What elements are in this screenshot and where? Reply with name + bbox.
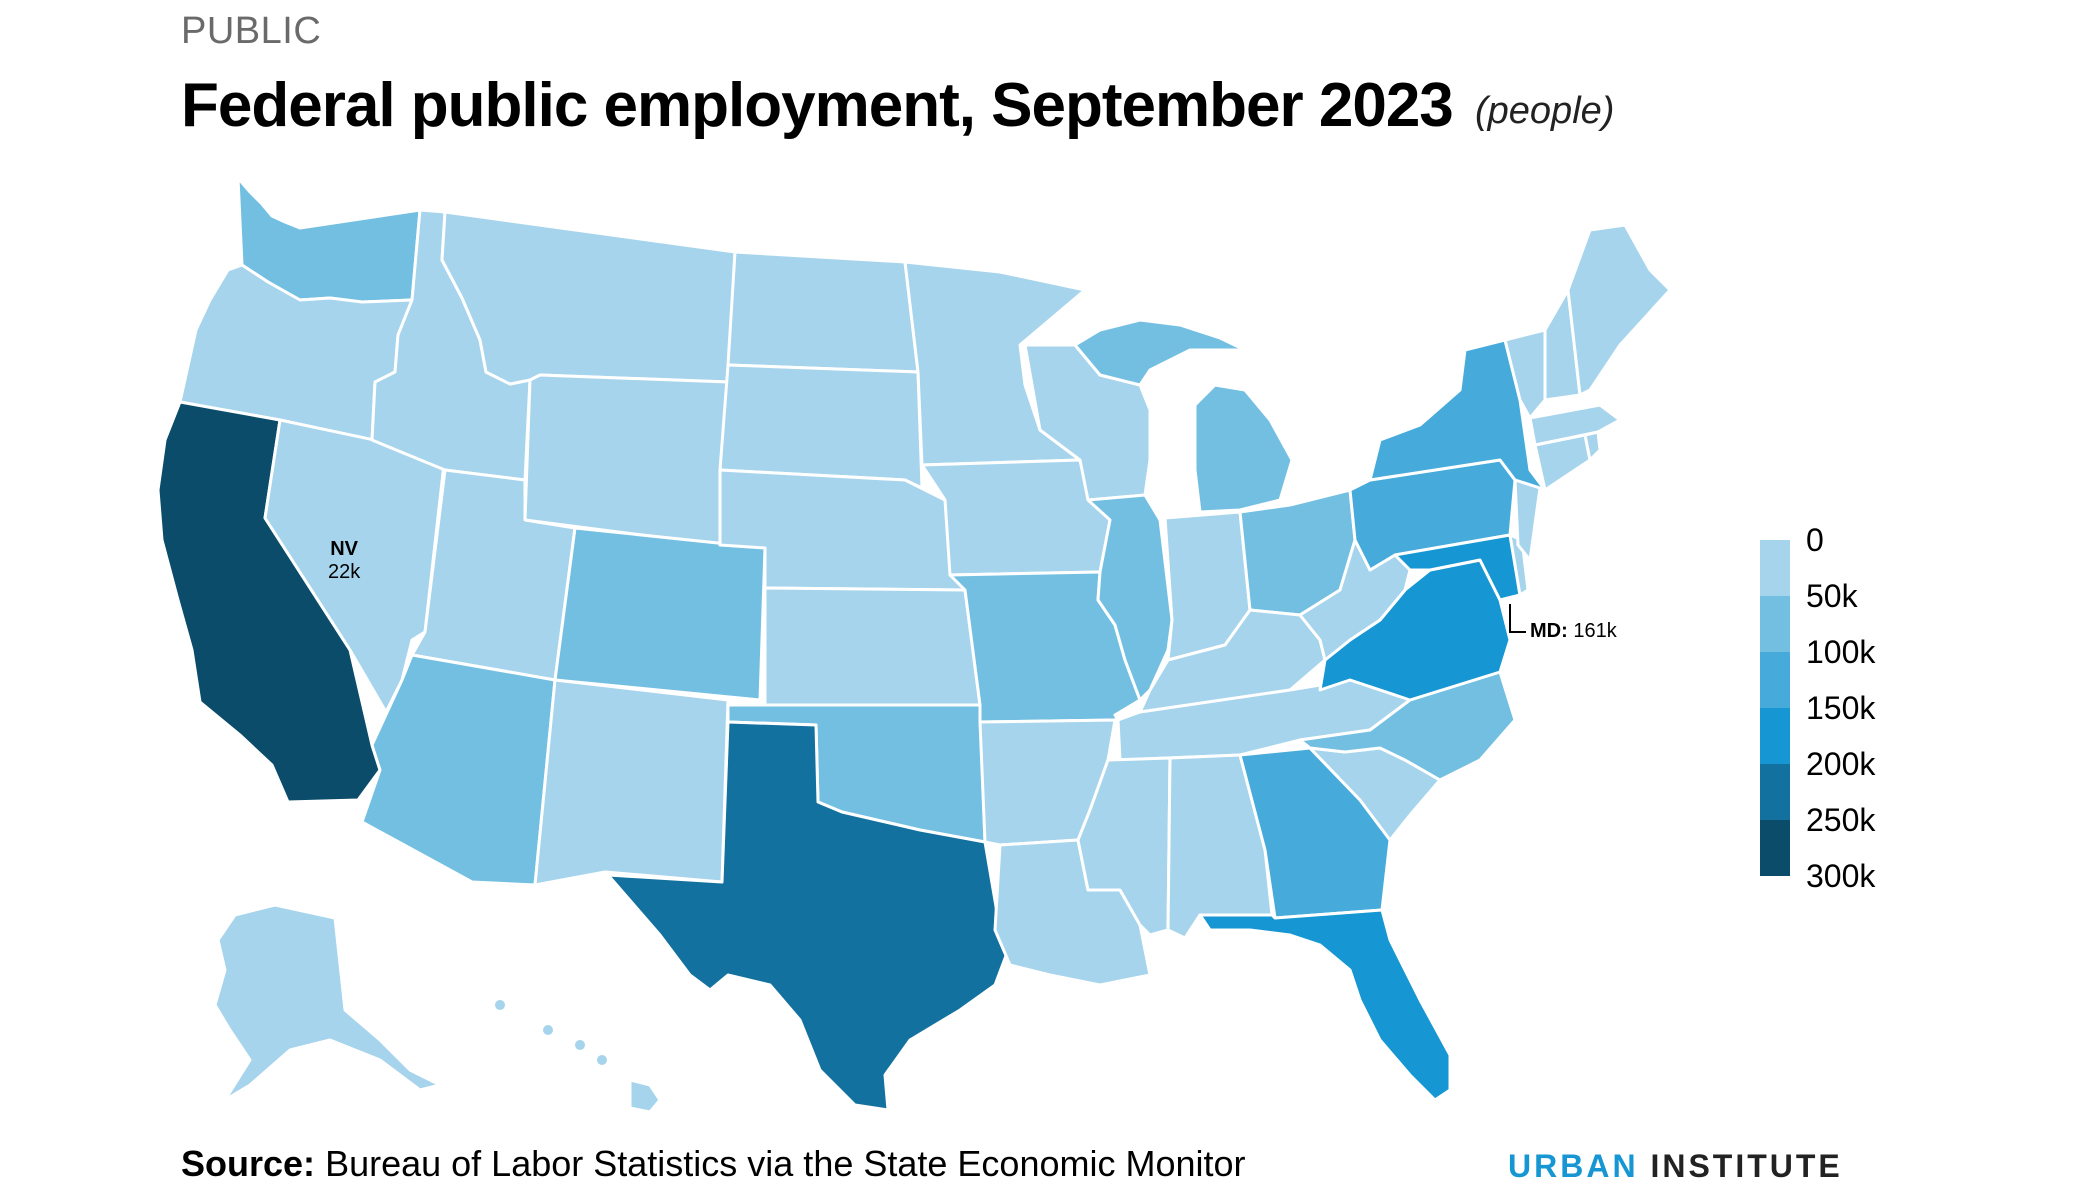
state-nd [726, 250, 920, 374]
source-text: Bureau of Labor Statistics via the State… [325, 1143, 1246, 1184]
legend-swatch-3 [1760, 708, 1790, 764]
nv-value-label: 22k [328, 561, 361, 583]
state-mi-lp [1193, 383, 1294, 514]
legend-tick: 250k [1806, 802, 1876, 838]
brand-institute: INSTITUTE [1650, 1148, 1843, 1184]
state-ma [1528, 403, 1622, 447]
legend-tick: 300k [1806, 858, 1876, 894]
md-annotation: MD: 161k [1530, 620, 1617, 643]
state-wy [523, 373, 730, 547]
state-nm [533, 678, 730, 887]
hawaii-small-islands [495, 1000, 607, 1065]
md-callout-leader [1509, 604, 1526, 633]
chart-title: Federal public employment, September 202… [181, 71, 1454, 140]
state-ak [213, 903, 442, 1102]
legend-tick: 150k [1806, 690, 1876, 726]
brand-logo: URBAN INSTITUTE [1508, 1148, 1843, 1185]
nv-annotation: NV 22k [328, 538, 360, 584]
legend-swatch-1 [1760, 596, 1790, 652]
state-mn [903, 260, 1087, 467]
legend-swatch-4 [1760, 764, 1790, 820]
state-fl [1198, 908, 1452, 1102]
state-tx [606, 720, 1012, 1112]
state-mt [440, 210, 737, 386]
state-hi [628, 1078, 662, 1114]
legend-swatch-2 [1760, 652, 1790, 708]
legend-tick: 200k [1806, 746, 1876, 782]
source-note: Source: Bureau of Labor Statistics via t… [181, 1143, 1246, 1185]
md-state-label: MD: [1530, 620, 1568, 642]
state-nj [1513, 478, 1542, 562]
state-ks [763, 586, 982, 707]
legend-swatch-5 [1760, 820, 1790, 876]
state-sd [718, 363, 924, 490]
legend-tick: 50k [1806, 578, 1858, 614]
state-mi-up [1073, 318, 1247, 387]
legend-tick: 0 [1806, 522, 1824, 558]
unit-label: (people) [1475, 90, 1615, 132]
legend-tick: 100k [1806, 634, 1876, 670]
state-co [553, 526, 767, 702]
state-nc [1298, 670, 1517, 782]
section-label: PUBLIC [181, 10, 322, 52]
state-me [1566, 223, 1672, 397]
source-label: Source: [181, 1143, 316, 1184]
brand-urban: URBAN [1508, 1148, 1639, 1184]
nv-state-label: NV [330, 538, 359, 560]
state-ia [920, 458, 1112, 577]
state-il [1086, 493, 1174, 702]
legend-swatch-0 [1760, 540, 1790, 596]
md-value-label: 161k [1573, 620, 1617, 642]
state-vt [1503, 328, 1547, 420]
